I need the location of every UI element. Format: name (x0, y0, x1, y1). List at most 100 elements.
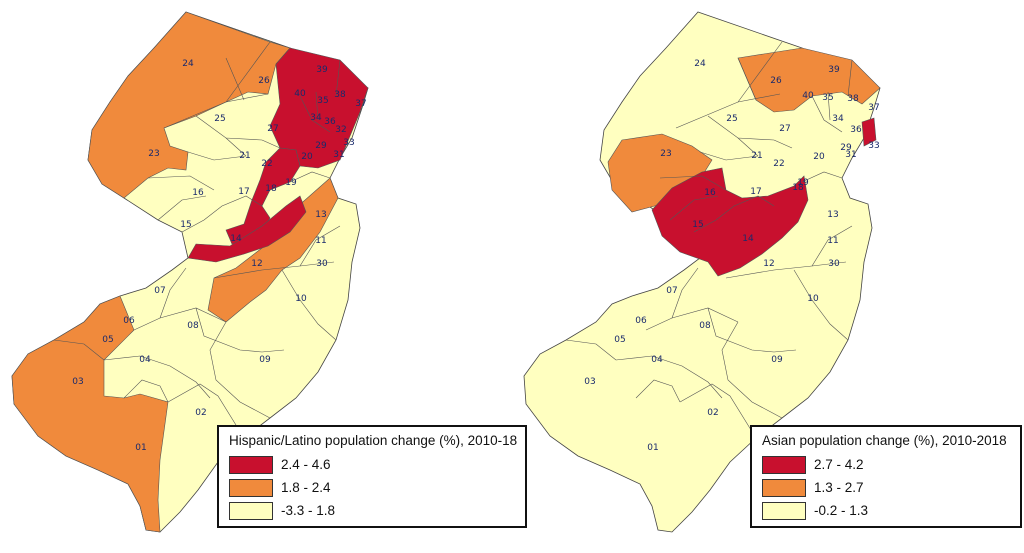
district-label-37: 37 (355, 99, 366, 109)
district-label-01: 01 (647, 443, 658, 453)
district-label-35: 35 (822, 93, 833, 103)
district-boundary (793, 269, 849, 341)
district-boundary (187, 151, 247, 161)
district-region-hudson-core (269, 47, 369, 169)
district-label-31: 31 (845, 150, 856, 160)
district-label-23: 23 (148, 149, 159, 159)
district-label-36: 36 (324, 117, 336, 127)
district-boundaries (565, 41, 853, 439)
district-label-22: 22 (773, 159, 784, 169)
district-regions (607, 47, 881, 277)
district-boundary (315, 91, 319, 121)
legend-row-low: -0.2 - 1.3 (762, 499, 1010, 522)
district-boundary (225, 137, 247, 157)
district-boundary (147, 175, 215, 191)
legend-row-mid: 1.8 - 2.4 (229, 476, 515, 499)
district-label-36: 36 (850, 125, 862, 135)
district-label-39: 39 (828, 65, 840, 75)
hispanic-legend: Hispanic/Latino population change (%), 2… (217, 425, 527, 528)
district-label-38: 38 (334, 90, 346, 100)
district-boundary (659, 175, 727, 191)
district-boundary (737, 41, 783, 103)
district-label-04: 04 (139, 355, 151, 365)
district-label-35: 35 (317, 96, 328, 106)
district-boundaries (53, 41, 341, 439)
legend-swatch-mid (762, 478, 806, 497)
district-label-14: 14 (230, 234, 242, 244)
legend-swatch-mid (229, 478, 273, 497)
district-label-26: 26 (258, 76, 270, 86)
district-boundary (737, 137, 759, 157)
district-label-29: 29 (840, 143, 852, 153)
district-label-25: 25 (726, 114, 737, 124)
district-label-05: 05 (614, 335, 625, 345)
district-label-24: 24 (182, 59, 194, 69)
district-boundary (801, 171, 843, 183)
asian-map-panel: 24 26 39 40 35 38 37 25 27 34 36 33 29 31 23 21 20 22 17 18… (512, 0, 1024, 553)
district-label-23: 23 (660, 149, 671, 159)
district-region-north-west (87, 11, 291, 199)
district-label-21: 21 (239, 151, 250, 161)
district-label-40: 40 (294, 89, 306, 99)
district-label-06: 06 (123, 316, 135, 326)
district-label-24: 24 (694, 59, 706, 69)
district-boundary (737, 57, 757, 101)
district-boundary (679, 383, 757, 439)
district-boundary (669, 195, 719, 221)
district-region-central-strip (207, 177, 339, 323)
district-region-central-core (187, 195, 307, 263)
district-boundary (289, 171, 331, 183)
legend-row-mid: 1.3 - 2.7 (762, 476, 1010, 499)
district-region-south-west (11, 295, 169, 533)
district-boundary (213, 261, 335, 279)
district-boundary (693, 195, 775, 233)
legend-row-high: 2.7 - 4.2 (762, 453, 1010, 476)
district-boundary (299, 95, 331, 133)
district-label-29: 29 (315, 141, 327, 151)
district-label-37: 37 (868, 103, 879, 113)
district-label-02: 02 (195, 408, 206, 418)
legend-row-low: -3.3 - 1.8 (229, 499, 515, 522)
district-region-hudson-small (861, 117, 877, 147)
district-boundary (163, 93, 269, 129)
district-label-25: 25 (214, 114, 225, 124)
district-boundary (635, 379, 681, 403)
district-label-22: 22 (261, 159, 272, 169)
district-label-34: 34 (310, 113, 322, 123)
district-boundary (167, 383, 245, 439)
district-label-11: 11 (827, 236, 838, 246)
district-boundary (615, 355, 723, 399)
district-regions (11, 11, 369, 533)
district-boundary (123, 379, 169, 403)
legend-title: Hispanic/Latino population change (%), 2… (229, 433, 518, 448)
legend-label-mid: 1.3 - 2.7 (814, 480, 864, 495)
district-label-08: 08 (187, 321, 199, 331)
district-boundary (671, 267, 699, 319)
legend-label-high: 2.4 - 4.6 (281, 457, 331, 472)
district-label-08: 08 (699, 321, 711, 331)
district-label-33: 33 (868, 141, 879, 151)
district-label-39: 39 (316, 65, 328, 75)
district-boundary (725, 261, 847, 279)
legend-swatch-high (762, 455, 806, 474)
district-label-18: 18 (265, 184, 277, 194)
district-label-32: 32 (335, 125, 346, 135)
district-label-20: 20 (813, 152, 825, 162)
legend-swatch-high (229, 455, 273, 474)
district-label-38: 38 (847, 94, 859, 104)
district-boundary (281, 269, 337, 341)
district-boundary (847, 59, 853, 97)
district-region-north-east (737, 47, 881, 113)
district-label-07: 07 (154, 286, 165, 296)
district-boundary (225, 41, 271, 103)
district-label-16: 16 (704, 188, 716, 198)
district-boundary (133, 307, 227, 331)
district-label-03: 03 (584, 377, 595, 387)
district-label-12: 12 (251, 259, 262, 269)
district-label-01: 01 (135, 443, 146, 453)
legend-label-low: -3.3 - 1.8 (281, 503, 336, 518)
district-boundary (565, 339, 617, 361)
